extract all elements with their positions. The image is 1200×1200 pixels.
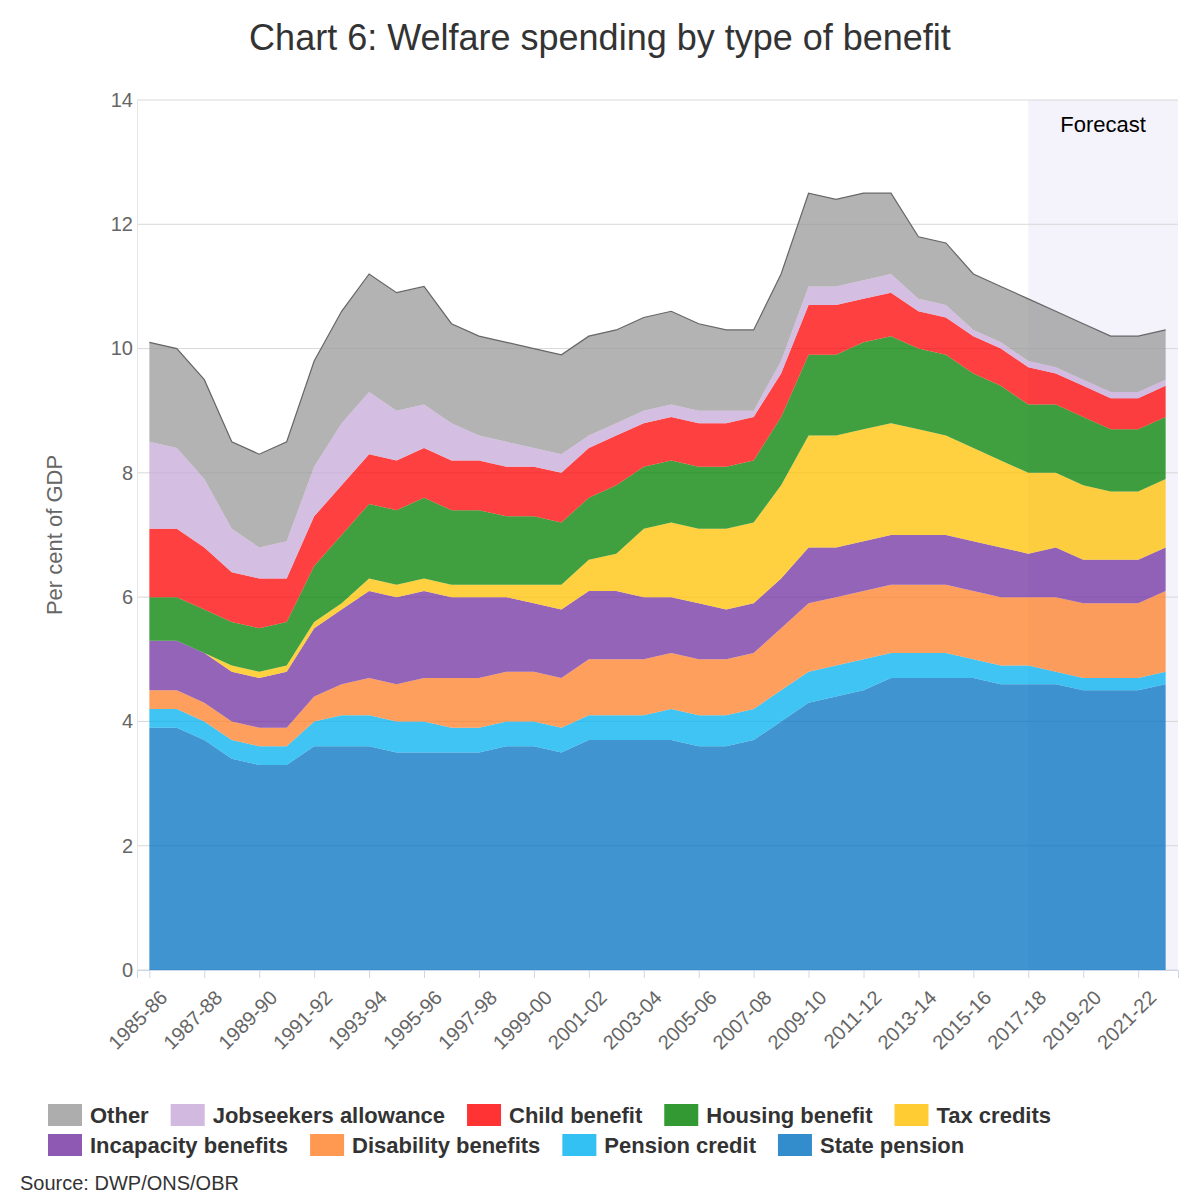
y-tick: 14 <box>111 89 147 111</box>
x-tick-label: 2003-04 <box>598 986 665 1053</box>
legend-swatch <box>562 1134 596 1156</box>
x-tick-mark <box>973 970 974 978</box>
legend-item: Pension credit <box>562 1133 756 1158</box>
legend-label: Incapacity benefits <box>90 1133 288 1158</box>
x-tick-mark <box>479 970 480 978</box>
legend-item: Other <box>48 1103 149 1128</box>
x-tick-mark <box>864 970 865 978</box>
x-tick-mark <box>699 970 700 978</box>
legend: Other Jobseekers allowance Child benefit Ho… <box>48 1103 1051 1158</box>
legend-swatch <box>778 1134 812 1156</box>
legend-label: Housing benefit <box>706 1103 873 1128</box>
x-tick-mark <box>754 970 755 978</box>
y-tick: 0 <box>122 959 147 981</box>
y-tick: 2 <box>122 835 147 857</box>
legend-item: Housing benefit <box>664 1103 873 1128</box>
x-tick: 2021-22 <box>1093 970 1160 1054</box>
x-tick-label: 2011-12 <box>819 986 885 1052</box>
legend-swatch <box>894 1104 928 1126</box>
legend-item: Child benefit <box>467 1103 643 1128</box>
x-axis-line <box>138 971 1179 979</box>
legend-item: Tax credits <box>894 1103 1051 1128</box>
x-tick-label: 2017-18 <box>983 986 1050 1053</box>
x-tick-mark <box>424 970 425 978</box>
legend-label: Child benefit <box>509 1103 643 1128</box>
y-axis: 0 2 4 6 8 10 12 14 <box>111 89 147 981</box>
x-tick-label: 1985-86 <box>104 986 171 1053</box>
x-tick-mark <box>314 970 315 978</box>
y-tick-label: 10 <box>111 337 133 359</box>
y-tick-label: 8 <box>122 462 133 484</box>
legend-label: Jobseekers allowance <box>213 1103 445 1128</box>
x-tick-mark <box>589 970 590 978</box>
y-tick: 8 <box>122 462 147 484</box>
x-tick-mark <box>534 970 535 978</box>
legend-label: State pension <box>820 1133 964 1158</box>
y-axis-line <box>137 101 138 971</box>
legend-swatch <box>467 1104 501 1126</box>
x-tick-label: 2013-14 <box>873 986 940 1053</box>
x-tick-label: 1987-88 <box>159 986 226 1053</box>
legend-swatch <box>664 1104 698 1126</box>
legend-swatch <box>171 1104 205 1126</box>
chart: Chart 6: Welfare spending by type of ben… <box>0 0 1200 1200</box>
y-tick-label: 6 <box>122 586 133 608</box>
x-tick-mark <box>644 970 645 978</box>
area <box>149 193 1165 547</box>
y-tick-label: 14 <box>111 89 133 111</box>
x-tick-mark <box>1028 970 1029 978</box>
legend-item: Jobseekers allowance <box>171 1103 445 1128</box>
legend-item: Disability benefits <box>310 1133 540 1158</box>
y-tick-label: 4 <box>122 710 133 732</box>
x-tick-mark <box>149 970 150 978</box>
x-tick-label: 1999-00 <box>489 986 556 1053</box>
x-tick-label: 2001-02 <box>544 986 611 1053</box>
x-tick-label: 2005-06 <box>653 986 720 1053</box>
legend-swatch <box>310 1134 344 1156</box>
x-tick-mark <box>1138 970 1139 978</box>
y-tick: 10 <box>111 337 147 359</box>
x-tick-label: 2015-16 <box>928 986 995 1053</box>
x-tick-label: 2021-22 <box>1093 986 1160 1053</box>
x-tick-mark <box>204 970 205 978</box>
x-tick-label: 1997-98 <box>434 986 501 1053</box>
area-outline <box>149 193 1165 454</box>
legend-swatch <box>48 1134 82 1156</box>
y-tick: 4 <box>122 710 147 732</box>
y-tick-label: 2 <box>122 835 133 857</box>
source: Source: DWP/ONS/OBR <box>20 1172 239 1194</box>
forecast-label: Forecast <box>1060 112 1146 137</box>
legend-label: Other <box>90 1103 149 1128</box>
y-tick: 6 <box>122 586 147 608</box>
x-tick-label: 1995-96 <box>379 986 446 1053</box>
grid-line <box>137 224 1178 225</box>
x-tick-mark <box>809 970 810 978</box>
legend-item: State pension <box>778 1133 964 1158</box>
legend-item: Incapacity benefits <box>48 1133 288 1158</box>
y-tick-label: 0 <box>122 959 133 981</box>
x-tick-label: 1991-92 <box>269 986 336 1053</box>
x-axis: 1985-861987-881989-901991-921993-941995-… <box>104 970 1178 1054</box>
plot-area <box>149 193 1165 970</box>
y-tick-label: 12 <box>111 213 133 235</box>
y-axis-title: Per cent of GDP <box>42 455 67 615</box>
x-tick-mark <box>918 970 919 978</box>
x-tick-mark <box>369 970 370 978</box>
x-tick-label: 2019-20 <box>1038 986 1105 1053</box>
grid <box>137 100 1178 970</box>
title: Chart 6: Welfare spending by type of ben… <box>249 17 951 58</box>
x-tick-label: 2007-08 <box>708 986 775 1053</box>
legend-label: Tax credits <box>936 1103 1051 1128</box>
y-tick: 12 <box>111 213 147 235</box>
legend-swatch <box>48 1104 82 1126</box>
x-tick-mark <box>259 970 260 978</box>
x-tick-mark <box>1083 970 1084 978</box>
x-tick: 2009-10 <box>763 970 830 1054</box>
x-tick-label: 2009-10 <box>763 986 830 1053</box>
grid-line <box>137 100 1178 101</box>
legend-label: Disability benefits <box>352 1133 540 1158</box>
x-tick-label: 1993-94 <box>324 986 391 1053</box>
x-tick-label: 1989-90 <box>214 986 281 1053</box>
legend-label: Pension credit <box>604 1133 756 1158</box>
